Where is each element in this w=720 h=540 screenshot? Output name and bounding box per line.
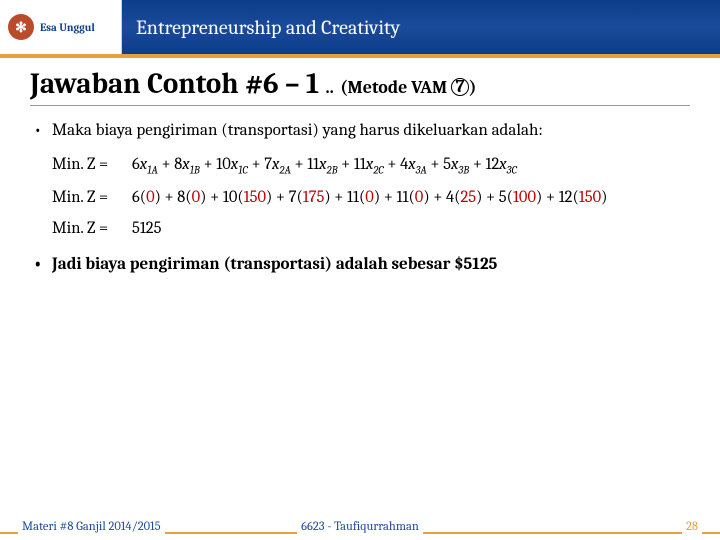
slide-title: Jawaban Contoh #6 – 1 .. (Metode VAM 7) [30, 68, 690, 106]
footer-page: 28 [682, 520, 702, 534]
header-bar: ✻ Esa Unggul Entrepreneurship and Creati… [0, 0, 720, 54]
equation-1: Min. Z = 6x1A + 8x1B + 10x1C + 7x2A + 11… [52, 153, 690, 178]
slide-content: Jawaban Contoh #6 – 1 .. (Metode VAM 7) … [0, 58, 720, 277]
footer-left: Materi #8 Ganjil 2014/2015 [18, 520, 165, 534]
title-sub-prefix: (Metode VAM [340, 77, 451, 98]
equation-3: Min. Z = 5125 [52, 217, 690, 240]
equation-2: Min. Z = 6(0) + 8(0) + 10(150) + 7(175) … [52, 186, 690, 209]
eq1-rhs: 6x1A + 8x1B + 10x1C + 7x2A + 11x2B + 11x… [132, 153, 690, 178]
logo-box: ✻ Esa Unggul [0, 0, 122, 54]
eq3-lhs: Min. Z = [52, 217, 132, 240]
eq2-lhs: Min. Z = [52, 186, 132, 209]
bullet-1: Maka biaya pengiriman (transportasi) yan… [30, 120, 690, 143]
bullet-2: Jadi biaya pengiriman (transportasi) ada… [30, 254, 690, 277]
circled-number: 7 [451, 78, 469, 96]
eq1-lhs: Min. Z = [52, 153, 132, 178]
eq2-rhs: 6(0) + 8(0) + 10(150) + 7(175) + 11(0) +… [132, 186, 690, 209]
eq3-rhs: 5125 [132, 217, 690, 240]
logo-text: Esa Unggul [40, 22, 95, 33]
title-dots: .. [326, 77, 334, 98]
title-main: Jawaban Contoh #6 – 1 [30, 68, 319, 101]
header-title: Entrepreneurship and Creativity [122, 16, 400, 39]
footer: Materi #8 Ganjil 2014/2015 6623 - Taufiq… [0, 514, 720, 540]
footer-center: 6623 - Taufiqurrahman [297, 520, 423, 534]
logo-icon: ✻ [8, 14, 34, 40]
title-sub-suffix: ) [469, 77, 476, 98]
